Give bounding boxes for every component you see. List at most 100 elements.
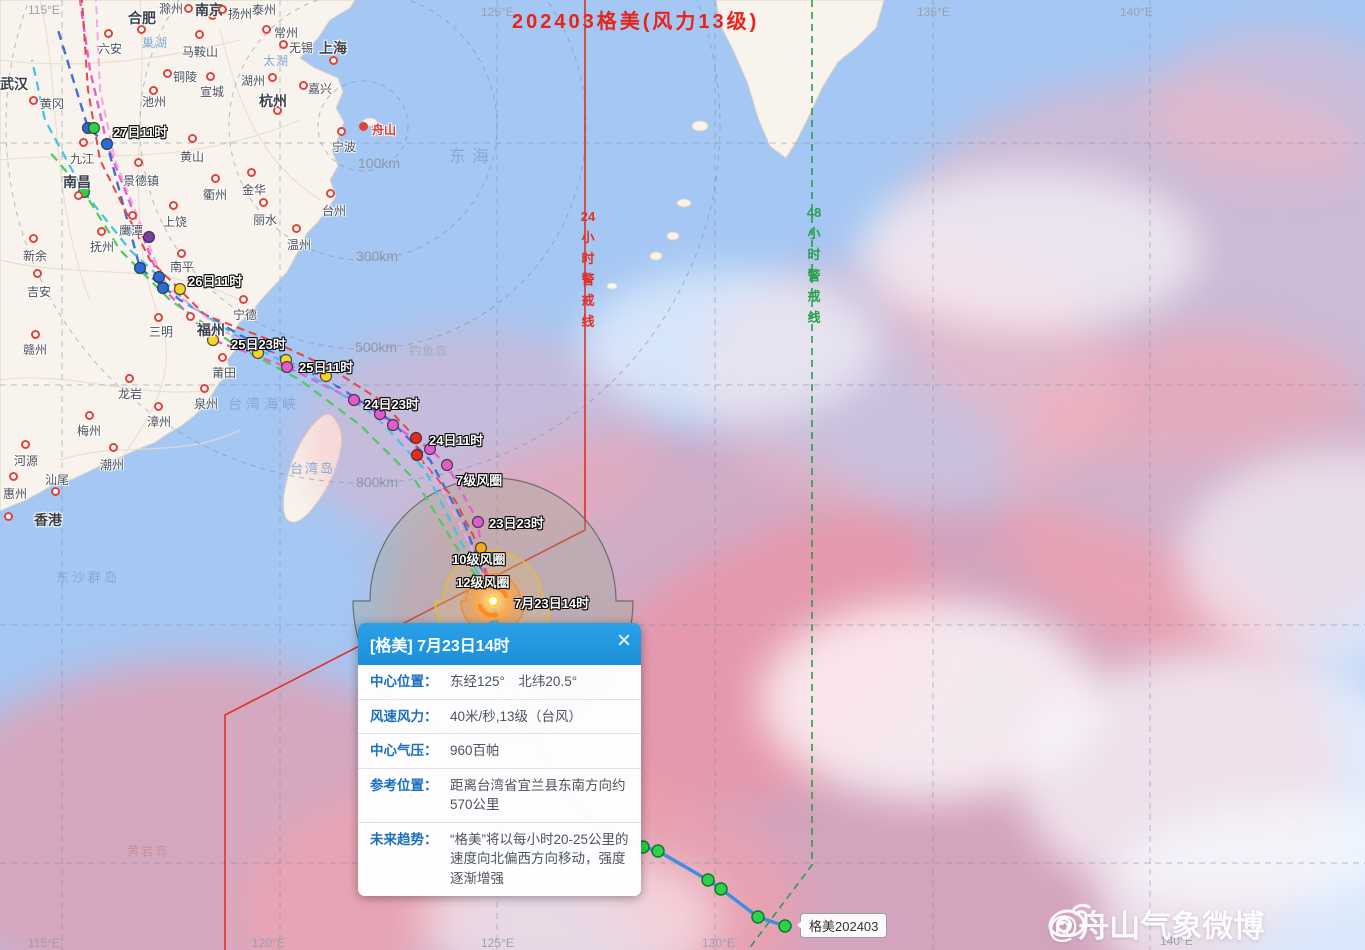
forecast-track-point	[206, 333, 220, 347]
weibo-icon	[1048, 903, 1091, 937]
city-label: 武汉	[0, 76, 28, 92]
city-label: 宁德	[233, 308, 258, 322]
city-marker	[29, 96, 38, 105]
ryukyu-island	[649, 251, 663, 261]
forecast-track-point	[386, 418, 400, 432]
history-track-point	[751, 910, 765, 924]
city-marker	[259, 198, 268, 207]
city-label: 汕尾	[45, 473, 70, 487]
city-label: 温州	[287, 238, 312, 252]
city-label: 赣州	[23, 343, 48, 357]
zhoushan-islands	[374, 126, 386, 134]
range-ring-label: 500km	[355, 339, 398, 355]
city-marker	[149, 86, 158, 95]
city-marker	[337, 127, 346, 136]
city-marker	[184, 4, 193, 13]
track-point-label: 12级风圈	[456, 575, 510, 590]
track-point-label: 27日11时	[113, 125, 168, 140]
city-label: 上饶	[163, 215, 188, 229]
popup-row-label: 中心气压：	[370, 743, 438, 759]
history-track-point	[714, 882, 728, 896]
longitude-label: 125°E	[481, 936, 514, 950]
storm-name-callout[interactable]: 格美202403	[796, 913, 888, 938]
popup-row: 中心位置： 东经125° 北纬20.5°	[358, 665, 641, 700]
water-label: 东沙群岛	[56, 570, 121, 585]
forecast-track-point	[100, 137, 114, 151]
forecast-track-point	[87, 121, 101, 135]
city-label: 池州	[142, 95, 167, 109]
city-label: 泉州	[194, 397, 219, 411]
city-label: 潮州	[100, 458, 125, 472]
city-marker	[188, 134, 197, 143]
popup-row-label: 风速风力：	[370, 708, 438, 724]
forecast-track-line	[47, 149, 494, 602]
city-label: 铜陵	[173, 70, 198, 84]
longitude-label: 140°E	[1120, 5, 1153, 19]
warning-line-label: 24 小时警戒线	[580, 209, 596, 329]
popup-row-label: 参考位置：	[370, 777, 438, 793]
track-point-label: 23日23时	[489, 516, 544, 531]
city-marker	[299, 81, 308, 90]
popup-row-value: 960百帕	[450, 743, 500, 759]
longitude-label: 130°E	[702, 936, 735, 950]
city-label: 惠州	[3, 487, 28, 501]
city-label: 常州	[274, 26, 299, 40]
water-label: 太湖	[263, 54, 290, 68]
longitude-label: 125°E	[481, 5, 514, 19]
city-label: 南昌	[63, 174, 91, 190]
city-label: 嘉兴	[308, 82, 333, 96]
typhoon-icon[interactable]	[459, 567, 527, 635]
city-label: 丽水	[253, 213, 278, 227]
city-label: 三明	[149, 325, 174, 339]
city-marker	[206, 72, 215, 81]
city-marker	[31, 330, 40, 339]
forecast-track-point	[423, 442, 437, 456]
water-label: 东海	[449, 147, 495, 166]
city-marker	[200, 384, 209, 393]
history-track-point	[651, 844, 665, 858]
forecast-track-line	[95, 0, 494, 602]
city-marker	[154, 313, 163, 322]
city-label: 黄山	[180, 150, 205, 164]
city-label: 黄冈	[40, 97, 65, 111]
city-label: 合肥	[128, 10, 156, 26]
city-marker	[79, 138, 88, 147]
city-marker	[9, 472, 18, 481]
city-marker	[211, 174, 220, 183]
forecast-track-point	[471, 515, 485, 529]
city-label: 湖州	[241, 74, 266, 88]
forecast-track-point	[280, 360, 294, 374]
city-label: 龙岩	[118, 387, 143, 401]
forecast-track-point	[319, 369, 333, 383]
city-label: 宁波	[332, 140, 357, 154]
city-label: 河源	[14, 454, 39, 468]
city-label: 台州	[322, 204, 347, 218]
warning-line-label: 48 小时警戒线	[806, 205, 822, 325]
taiwan-island	[282, 414, 343, 523]
city-label: 漳州	[147, 415, 172, 429]
longitude-label: 120°E	[252, 936, 285, 950]
forecast-track-point	[474, 541, 488, 555]
city-marker	[154, 402, 163, 411]
city-label: 舟山	[372, 123, 397, 137]
longitude-label: 115°E	[28, 3, 60, 17]
history-track-point	[701, 873, 715, 887]
track-point-label: 25日23时	[231, 337, 286, 352]
city-label: 吉安	[27, 285, 52, 299]
city-marker	[85, 411, 94, 420]
city-marker	[208, 11, 217, 20]
water-label: 台湾岛	[290, 461, 336, 476]
popup-title: [格美] 7月23日14时	[370, 638, 510, 655]
city-label: 福州	[197, 322, 225, 338]
city-marker	[186, 312, 195, 321]
popup-row-value: “格美”将以每小时20-25公里的速度向北偏西方向移动，强度逐渐增强	[450, 831, 629, 886]
forecast-track-point	[173, 282, 187, 296]
city-label: 宣城	[200, 85, 225, 99]
close-icon[interactable]: ×	[616, 627, 631, 654]
city-label: 景德镇	[123, 174, 160, 188]
watermark: @舟山气象微博	[1048, 901, 1264, 946]
city-marker	[268, 73, 277, 82]
city-marker	[51, 487, 60, 496]
